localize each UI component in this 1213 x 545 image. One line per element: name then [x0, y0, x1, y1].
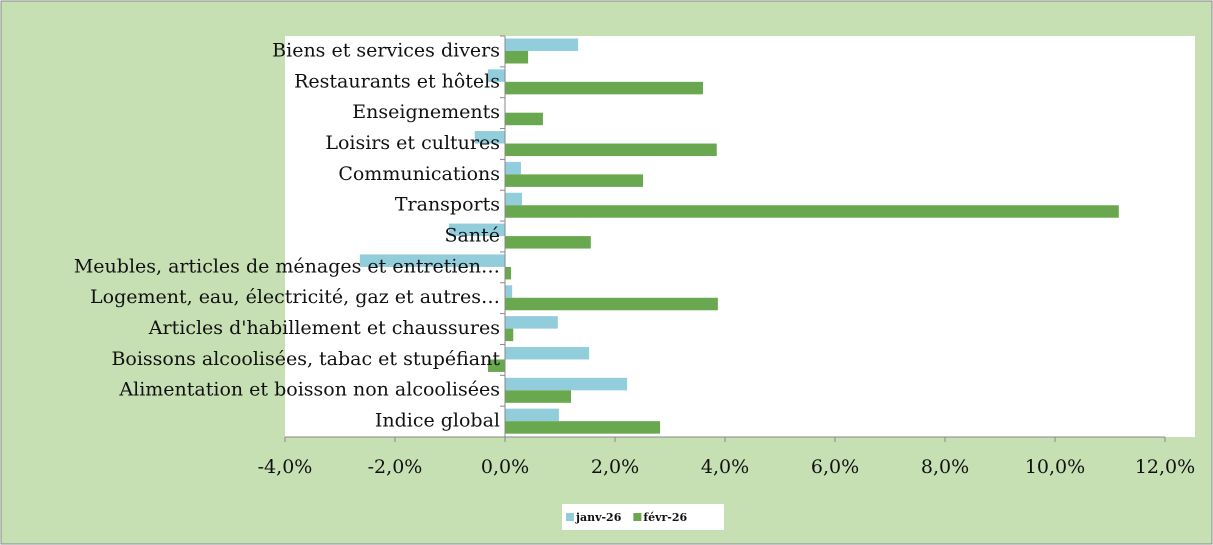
x-tick-label: 2,0%	[591, 456, 639, 478]
category-label: Communications	[338, 163, 500, 185]
bar	[505, 421, 661, 434]
bar	[505, 205, 1119, 218]
bar	[505, 285, 513, 298]
bar	[505, 297, 718, 311]
bar	[505, 51, 529, 64]
x-tick-label: 6,0%	[811, 456, 859, 478]
category-label: Santé	[445, 225, 500, 247]
x-tick-label: -4,0%	[258, 456, 313, 478]
bar	[505, 174, 644, 187]
bar	[505, 316, 558, 329]
legend-label: janv-26	[575, 511, 622, 524]
category-label: Meubles, articles de ménages et entretie…	[74, 255, 500, 277]
bar	[359, 254, 505, 267]
bar	[505, 81, 703, 95]
legend-swatch	[633, 513, 642, 521]
x-tick-label: 10,0%	[1025, 456, 1085, 478]
category-label: Transports	[395, 194, 500, 216]
category-label: Logement, eau, électricité, gaz et autre…	[90, 286, 500, 308]
bar	[505, 408, 559, 422]
bar	[474, 131, 505, 144]
bar	[505, 377, 628, 391]
x-tick-label: 0,0%	[481, 456, 529, 478]
bar	[505, 266, 512, 280]
bar	[505, 328, 514, 342]
bar	[505, 161, 521, 175]
category-label: Indice global	[375, 410, 500, 432]
x-tick-label: 4,0%	[701, 456, 749, 478]
category-label: Articles d'habillement et chaussures	[148, 317, 500, 339]
bar	[505, 236, 591, 249]
bar	[505, 390, 571, 403]
category-label: Loisirs et cultures	[325, 132, 500, 154]
bar	[505, 38, 579, 51]
category-label: Biens et services divers	[272, 39, 500, 61]
bar	[505, 143, 717, 157]
legend-swatch	[566, 513, 574, 521]
bar	[487, 69, 505, 82]
bar	[448, 223, 505, 237]
plot-area	[285, 36, 1195, 437]
category-label: Enseignements	[352, 101, 500, 123]
category-label: Restaurants et hôtels	[294, 70, 500, 92]
x-tick-label: -2,0%	[368, 456, 423, 478]
category-label: Boissons alcoolisées, tabac et stupéfian…	[111, 348, 500, 370]
bar	[505, 112, 543, 126]
bar	[487, 359, 505, 372]
bar	[505, 192, 523, 206]
legend-box	[562, 504, 724, 530]
x-tick-label: 12,0%	[1135, 456, 1195, 478]
x-tick-label: 8,0%	[921, 456, 969, 478]
category-label: Alimentation et boisson non alcoolisées	[118, 379, 500, 401]
legend-label: févr-26	[643, 511, 687, 524]
bar	[505, 346, 590, 360]
